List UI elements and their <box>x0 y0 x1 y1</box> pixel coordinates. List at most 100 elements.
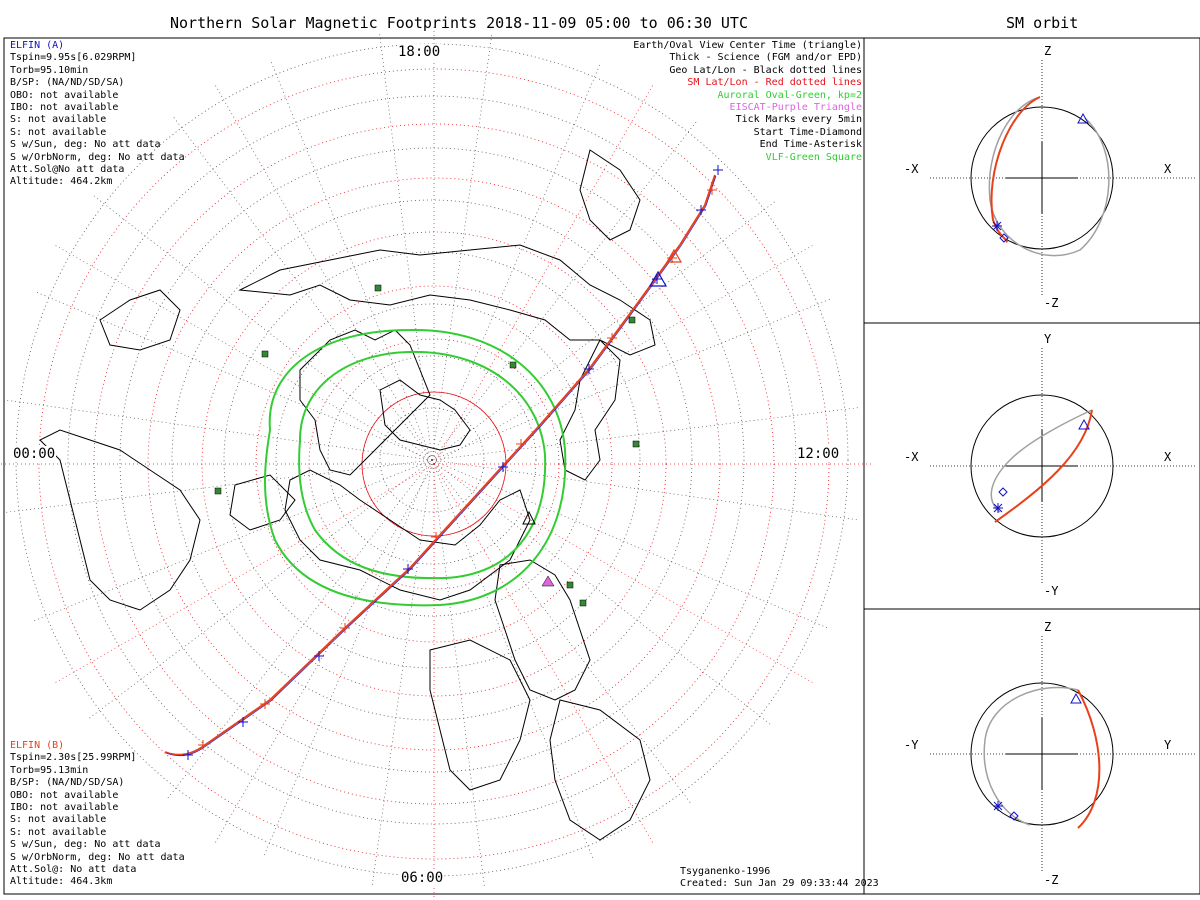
legend-item: Earth/Oval View Center Time (triangle) <box>633 40 862 51</box>
orbit-elfin-b <box>1077 689 1101 829</box>
sm-pole-circle <box>361 391 507 537</box>
sm-orbit-panels <box>930 60 1196 872</box>
sm-lon-line <box>433 82 655 465</box>
plot-title: Northern Solar Magnetic Footprints 2018-… <box>170 14 748 32</box>
earth-view-triangle <box>522 510 536 525</box>
sm-lon-line <box>213 463 435 846</box>
info-line: S w/OrbNorm, deg: No att data <box>10 151 185 163</box>
geo-lat-circle <box>171 199 693 721</box>
sm-lon-line <box>433 243 816 465</box>
panel1-left-label: -X <box>904 162 919 176</box>
panel1-right-label: X <box>1164 162 1172 176</box>
panel3-bottom-label: -Z <box>1044 873 1059 887</box>
info-line: Torb=95.10min <box>10 64 89 76</box>
vlf-square <box>628 316 636 324</box>
start-diamond <box>1009 811 1019 821</box>
info-line: OBO: not available <box>10 89 119 101</box>
panel3-left-label: -Y <box>904 738 919 752</box>
elfin-a-info: ELFIN (A) Tspin=9.95s[6.029RPM] Torb=95.… <box>10 40 185 189</box>
elfin-b-info: ELFIN (B) Tspin=2.30s[25.99RPM] Torb=95.… <box>10 740 185 889</box>
panel3-right-label: Y <box>1164 738 1172 752</box>
coastline <box>549 699 651 841</box>
info-line: Torb=95.13min <box>10 764 89 776</box>
vlf-square <box>632 440 640 448</box>
clock-label-left: 00:00 <box>12 446 57 462</box>
start-diamond <box>999 233 1009 243</box>
orbit-frame <box>863 37 1200 895</box>
coastline <box>229 474 296 531</box>
orbit-title: SM orbit <box>1006 14 1079 32</box>
geo-lon-line <box>166 459 433 800</box>
coastline <box>379 379 471 451</box>
coastline <box>284 469 531 601</box>
geo-lat-circle <box>275 303 589 617</box>
info-line: Altitude: 464.2km <box>10 176 113 188</box>
geo-lon-line <box>431 459 692 804</box>
legend-item: SM Lat/Lon - Red dotted lines <box>687 77 862 89</box>
view-center-triangle <box>665 248 683 263</box>
geo-lon-line <box>88 459 433 720</box>
elfin-a-track <box>165 175 717 757</box>
clock-label-bottom: 06:00 <box>400 870 445 886</box>
view-center-triangle <box>648 270 668 287</box>
panel2-bottom-label: -Y <box>1044 584 1059 598</box>
info-line: S: not available <box>10 826 107 838</box>
geo-lon-line <box>172 116 433 461</box>
end-asterisk <box>993 503 1003 513</box>
orbit-triangle <box>1070 692 1082 704</box>
auroral-oval-inner <box>298 350 547 580</box>
legend-item: End Time-Asterisk <box>759 139 862 151</box>
geo-lon-line <box>371 459 433 886</box>
sm-lon-line <box>52 243 435 465</box>
coastlines <box>39 149 656 841</box>
sm-latlon-grid <box>0 24 874 900</box>
info-line: B/SP: (NA/ND/SD/SA) <box>10 777 125 789</box>
elfin-b-track <box>164 174 716 756</box>
info-line: IBO: not available <box>10 102 119 114</box>
legend-item: Geo Lat/Lon - Black dotted lines <box>669 64 862 76</box>
info-line: Att.Sol@No att data <box>10 164 125 176</box>
eiscat-triangle <box>541 575 555 587</box>
coastline <box>494 559 591 701</box>
geo-lon-line <box>6 399 433 461</box>
coastline <box>99 289 181 351</box>
orbit-gray <box>983 686 1079 826</box>
legend: Earth/Oval View Center Time (triangle) T… <box>633 40 862 164</box>
geo-lat-circle <box>15 43 849 877</box>
vlf-square <box>566 581 574 589</box>
auroral-ovals <box>264 328 567 607</box>
vlf-square <box>261 350 269 358</box>
info-line: Tspin=9.95s[6.029RPM] <box>10 52 137 64</box>
legend-item: Tick Marks every 5min <box>735 114 862 126</box>
vlf-square <box>509 361 517 369</box>
orbit-triangle <box>1077 112 1089 124</box>
info-line: S w/OrbNorm, deg: No att data <box>10 851 185 863</box>
geo-lon-line <box>431 407 859 461</box>
vlf-square <box>579 599 587 607</box>
info-line: OBO: not available <box>10 789 119 801</box>
start-diamond <box>998 487 1008 497</box>
geo-lat-circle <box>223 251 641 669</box>
legend-item: VLF-Green Square <box>765 151 862 163</box>
info-line: Altitude: 464.3km <box>10 876 113 888</box>
sm-lat-circle <box>38 68 830 860</box>
end-asterisk <box>992 221 1002 231</box>
orbit-elfin-b <box>994 409 1093 523</box>
footprint-tracks <box>164 165 723 760</box>
panel3-top-label: Z <box>1044 620 1052 634</box>
sm-lon-line <box>213 82 435 465</box>
info-line: Att.Sol@: No att data <box>10 864 137 876</box>
legend-item: Thick - Science (FGM and/or EPD) <box>669 52 862 64</box>
vlf-square <box>374 284 382 292</box>
orbit-gray <box>988 96 1110 257</box>
sm-lat-circle <box>147 177 721 751</box>
legend-item: EISCAT-Purple Triangle <box>729 102 862 114</box>
info-line: S: not available <box>10 126 107 138</box>
info-line: S w/Sun, deg: No att data <box>10 839 161 851</box>
geo-lon-line <box>431 34 493 461</box>
info-line: Tspin=2.30s[25.99RPM] <box>10 752 137 764</box>
panel1-top-label: Z <box>1044 44 1052 58</box>
geo-lon-line <box>92 194 433 461</box>
sm-lon-line <box>433 463 816 685</box>
